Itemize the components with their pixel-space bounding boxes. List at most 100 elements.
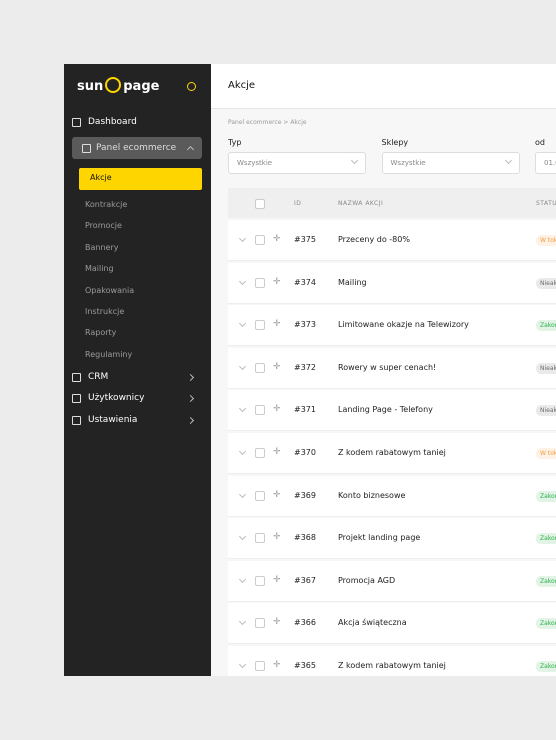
row-id: #375 [294, 235, 316, 244]
row-checkbox[interactable] [255, 362, 265, 373]
row-id: #368 [294, 533, 316, 543]
chevron [238, 618, 247, 626]
menu-icon [72, 394, 81, 404]
row-name: Landing Page - Telefony [338, 405, 433, 415]
row-name: Z kodem rabatowym taniej [338, 448, 446, 457]
row-checkbox[interactable] [255, 320, 265, 331]
row-checkbox[interactable] [255, 405, 265, 416]
row-checkbox[interactable] [255, 575, 265, 586]
table-row: ✛ #374 Mailing Nieaktywna [228, 262, 556, 304]
drag-handle: ✛ [273, 489, 281, 500]
row-name: Promocja AGD [338, 575, 396, 585]
chevron [504, 156, 512, 165]
submenu-item[interactable]: Opakowania [85, 285, 135, 295]
submenu-item[interactable]: Bannery [85, 242, 119, 252]
row-id: #374 [294, 277, 316, 287]
filter-value: 01.0 [544, 159, 556, 167]
filter-label: od [535, 138, 545, 147]
crumb[interactable]: Panel ecommerce [228, 119, 282, 126]
page-title: Akcje [228, 80, 256, 91]
table-row: ✛ #368 Projekt landing page Zakończona [228, 518, 556, 560]
chevron [238, 575, 247, 583]
chevron [238, 234, 247, 243]
chevron [238, 362, 247, 370]
submenu-item[interactable]: Instrukcje [85, 307, 125, 316]
logo-right: page [123, 79, 160, 94]
active-item-bg [79, 168, 202, 190]
chevron [350, 156, 359, 165]
menu-item[interactable]: CRM [88, 372, 109, 382]
chevron [238, 447, 247, 456]
main: Akcje Panel ecommerce > Akcje Typ Wszystk… [211, 64, 556, 676]
row-name: Projekt landing page [338, 533, 421, 543]
menu-item[interactable]: Panel ecommerce [96, 143, 177, 153]
submenu-item[interactable]: Regulaminy [85, 349, 133, 359]
row-checkbox[interactable] [255, 533, 265, 544]
filter-value: Wszystkie [390, 159, 426, 167]
row-checkbox[interactable] [255, 448, 265, 458]
chevron [238, 490, 247, 498]
table-row: ✛ #372 Rowery w super cenach! Nieaktywna [228, 347, 556, 389]
row-id: #369 [294, 490, 316, 500]
chevron [238, 320, 247, 328]
status-badge: Zakończona [536, 533, 556, 545]
header-checkbox [255, 199, 265, 209]
submenu-item[interactable]: Promocje [85, 221, 122, 231]
table-header [228, 188, 556, 218]
filter-select[interactable]: Wszystkie [228, 152, 366, 174]
row-checkbox[interactable] [255, 277, 265, 288]
row-id: #370 [294, 448, 316, 457]
drag-handle: ✛ [273, 532, 281, 543]
row-checkbox[interactable] [255, 235, 265, 245]
drag-handle: ✛ [273, 361, 281, 372]
status-badge: Zakończona [536, 661, 556, 672]
filter-label: Sklepy [381, 138, 409, 147]
filter-value: Wszystkie [237, 159, 273, 167]
filter-select[interactable]: Wszystkie [381, 152, 520, 174]
table-row: ✛ #370 Z kodem rabatowym taniej W toku [228, 433, 556, 474]
row-checkbox[interactable] [255, 618, 265, 629]
chevron [186, 373, 195, 382]
menu-icon [72, 118, 81, 127]
row-name: Przeceny do -80% [338, 235, 410, 244]
status-badge: Nieaktywna [536, 277, 556, 289]
table-row: ✛ #375 Przeceny do -80% W toku [228, 220, 556, 261]
logo-left: sun [77, 79, 104, 94]
menu-icon [82, 144, 91, 153]
breadcrumb: Panel ecommerce > Akcje [228, 119, 307, 126]
filter-select[interactable]: 01.0 [535, 152, 556, 174]
sidebar: sun page Dashboard Panel ecommerce Akcje Kon… [64, 64, 211, 676]
submenu-item[interactable]: Mailing [85, 264, 114, 274]
submenu-item[interactable]: Raporty [85, 328, 117, 338]
chevron [186, 395, 195, 403]
menu-item[interactable]: Ustawienia [88, 414, 138, 425]
drag-handle: ✛ [273, 319, 281, 330]
row-name: Z kodem rabatowym taniej [338, 661, 446, 670]
table-row: ✛ #373 Limitowane okazje na Telewizory Zako… [228, 305, 556, 347]
column-header: ID [294, 200, 302, 207]
chevron [238, 277, 247, 285]
app: sun page Dashboard Panel ecommerce Akcje Kon… [64, 64, 556, 676]
submenu-item[interactable]: Kontrakcje [85, 200, 128, 209]
status-badge: W toku [536, 235, 556, 246]
row-checkbox[interactable] [255, 661, 265, 671]
row-name: Limitowane okazje na Telewizory [338, 320, 469, 330]
settings-icon[interactable] [187, 82, 196, 91]
table-row: ✛ #365 Z kodem rabatowym taniej Zakończona [228, 646, 556, 676]
row-id: #366 [294, 618, 316, 628]
row-id: #365 [294, 661, 316, 670]
row-checkbox[interactable] [255, 490, 265, 501]
row-id: #372 [294, 362, 316, 372]
row-id: #367 [294, 575, 316, 585]
submenu-item[interactable]: Akcje [90, 173, 112, 182]
drag-handle: ✛ [273, 447, 281, 457]
menu-item[interactable]: Użytkownicy [88, 393, 145, 404]
menu-item[interactable]: Dashboard [88, 117, 137, 127]
column-header: NAZWA AKCJI [338, 200, 384, 207]
status-badge: Zakończona [536, 618, 556, 630]
status-badge: Zakończona [536, 320, 556, 332]
row-name: Mailing [338, 277, 367, 287]
menu-icon [72, 373, 81, 382]
chevron [238, 533, 247, 541]
